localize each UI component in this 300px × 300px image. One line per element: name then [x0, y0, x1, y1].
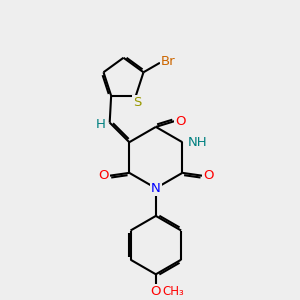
Text: N: N	[151, 182, 161, 195]
Text: Br: Br	[161, 55, 176, 68]
Text: S: S	[133, 96, 142, 109]
Text: CH₃: CH₃	[162, 285, 184, 298]
Text: O: O	[203, 169, 213, 182]
Text: NH: NH	[188, 136, 207, 149]
Text: O: O	[175, 115, 185, 128]
Text: O: O	[151, 285, 161, 298]
Text: O: O	[98, 169, 109, 182]
Text: H: H	[96, 118, 106, 130]
